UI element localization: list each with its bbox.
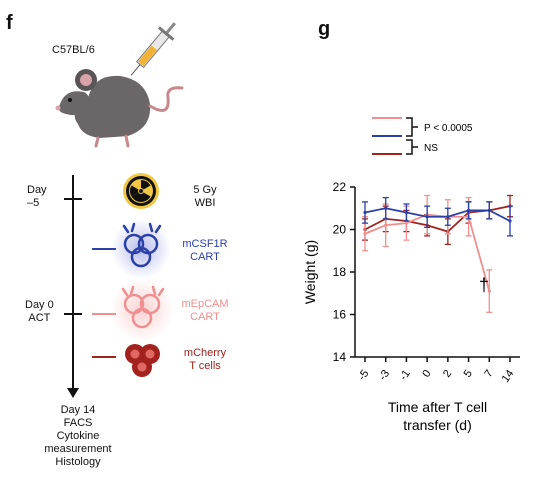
data-point bbox=[487, 289, 491, 293]
stat-legend: P < 0.0005 NS bbox=[372, 117, 473, 155]
y-tick-label: 20 bbox=[333, 223, 347, 237]
data-point bbox=[384, 223, 388, 227]
x-tick-label: -5 bbox=[356, 368, 371, 383]
radiation-icon bbox=[123, 173, 159, 209]
x-tick-label: 5 bbox=[462, 368, 475, 380]
bracket-p-value bbox=[406, 117, 413, 137]
y-axis-label: Weight (g) bbox=[302, 240, 318, 304]
panel-g-chart: P < 0.0005 NS 14 16 18 20 22 -5 -3 -1 0 2 5 7 14 Weig… bbox=[302, 117, 520, 433]
plot-area: 14 16 18 20 22 -5 -3 -1 0 2 5 7 14 Weight (g) Time aft… bbox=[302, 180, 520, 433]
mouse-strain-label: C57BL/6 bbox=[52, 44, 95, 56]
data-point bbox=[487, 208, 491, 212]
x-tick-label: 7 bbox=[482, 368, 495, 380]
panel-letter-g: g bbox=[318, 18, 331, 40]
data-point bbox=[425, 215, 429, 219]
panel-letter-f: f bbox=[6, 12, 13, 34]
mepcam-cart-label: mEpCAM CART bbox=[181, 298, 229, 323]
timeline-day14-label: Day 14 FACS Cytokine measurement Histolo… bbox=[44, 404, 112, 468]
panel-f-illustration bbox=[55, 22, 184, 398]
x-axis-label: Time after T cell bbox=[388, 399, 487, 415]
x-tick-label: -3 bbox=[377, 368, 392, 383]
ns-label: NS bbox=[424, 143, 438, 154]
data-point bbox=[363, 210, 367, 215]
mcsf1r-cart-cells-icon bbox=[111, 219, 171, 279]
data-point bbox=[466, 208, 471, 212]
mcherry-t-cells-label: mCherry T cells bbox=[183, 347, 227, 372]
data-point bbox=[446, 215, 450, 219]
x-axis-label: transfer (d) bbox=[403, 417, 471, 433]
x-tick-label: 14 bbox=[500, 368, 517, 385]
y-tick-label: 22 bbox=[333, 180, 347, 194]
bracket-ns bbox=[406, 139, 413, 155]
timeline-day-minus5-label: Day –5 bbox=[27, 184, 47, 209]
series-line bbox=[364, 207, 511, 222]
p-value-label: P < 0.0005 bbox=[424, 123, 473, 134]
mcsf1r-cart-label: mCSF1R CART bbox=[182, 238, 228, 263]
syringe-icon bbox=[130, 22, 176, 76]
y-tick-label: 18 bbox=[333, 265, 347, 279]
mcherry-t-cells-icon bbox=[125, 344, 160, 377]
data-point bbox=[363, 232, 367, 236]
y-tick-label: 16 bbox=[333, 308, 347, 322]
data-point bbox=[404, 221, 409, 225]
timeline-arrowhead bbox=[67, 388, 79, 398]
x-tick-label: 0 bbox=[420, 368, 433, 380]
data-point bbox=[404, 210, 409, 215]
timeline-day0-label: Day 0 ACT bbox=[25, 299, 54, 324]
mouse-icon bbox=[55, 69, 184, 148]
x-tick-label: -1 bbox=[397, 368, 412, 383]
x-tick-label: 2 bbox=[441, 368, 454, 380]
data-point bbox=[508, 219, 512, 223]
y-tick-label: 14 bbox=[333, 350, 347, 364]
data-point bbox=[384, 206, 388, 210]
mepcam-cart-cells-icon bbox=[110, 278, 174, 342]
wbi-label: 5 Gy WBI bbox=[193, 184, 217, 209]
dagger-symbol: † bbox=[479, 275, 489, 295]
